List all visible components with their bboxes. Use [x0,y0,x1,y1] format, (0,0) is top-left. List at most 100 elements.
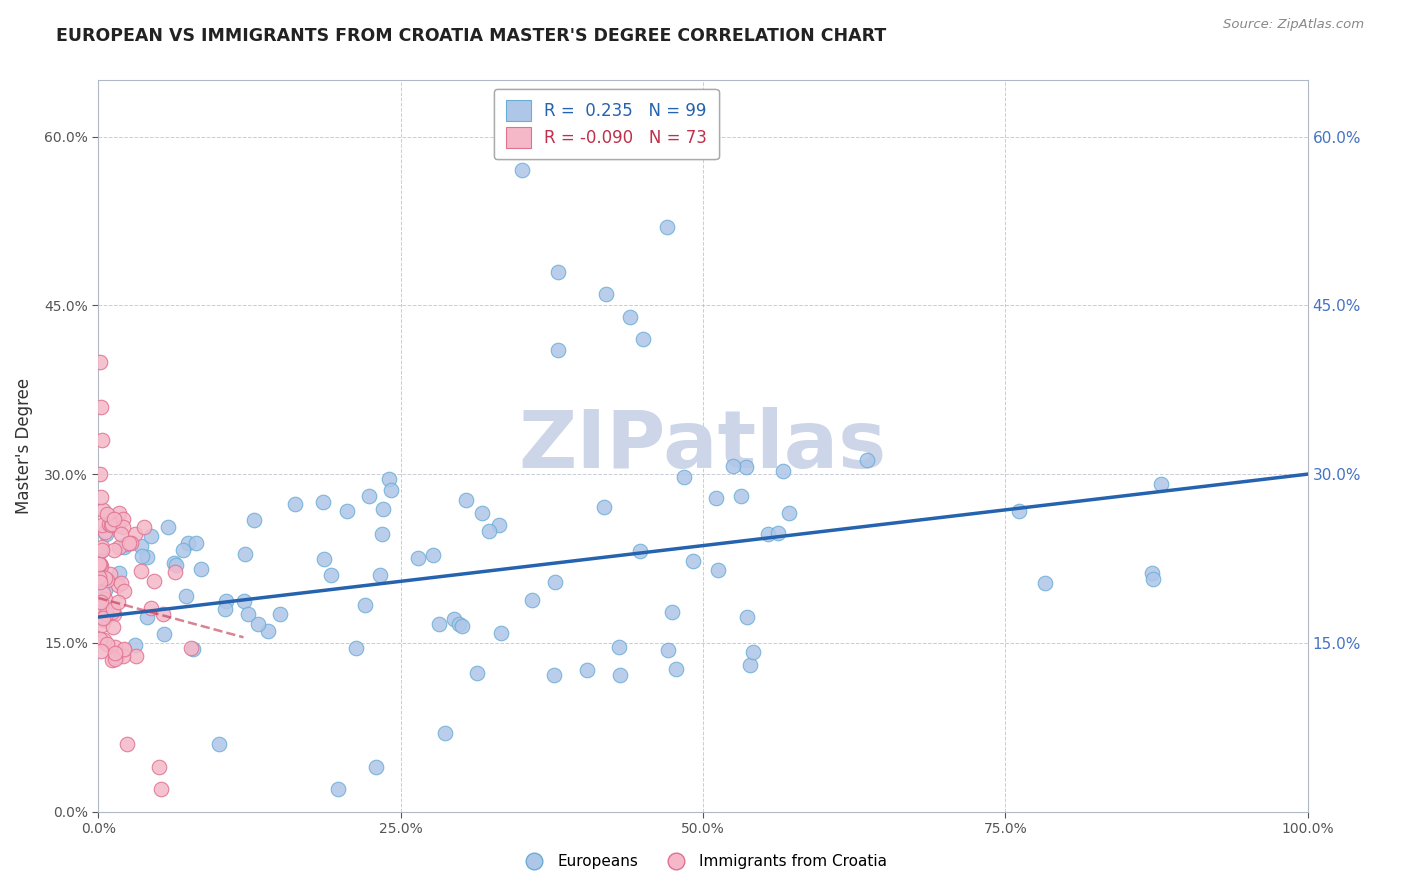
Point [235,547,257,561]
Point [112,642,135,657]
Point [478,524,501,539]
Point [103,543,125,558]
Point [489,626,512,640]
Point [165,558,187,573]
Point [631,332,654,346]
Point [94,609,117,624]
Point [112,520,135,534]
Point [543,667,565,681]
Point [105,650,128,665]
Point [93,613,115,627]
Point [366,760,388,774]
Point [90,400,112,414]
Point [443,612,465,626]
Point [510,163,533,178]
Point [236,607,259,621]
Point [312,495,335,509]
Point [575,663,598,677]
Point [609,668,631,682]
Point [427,616,450,631]
Point [104,640,127,655]
Point [94,599,117,613]
Legend: R =  0.235   N = 99, R = -0.090   N = 73: R = 0.235 N = 99, R = -0.090 N = 73 [494,88,718,160]
Point [741,645,763,659]
Point [595,287,617,301]
Point [735,459,758,474]
Point [778,506,800,520]
Point [488,517,510,532]
Point [110,526,132,541]
Point [180,640,202,655]
Point [101,602,124,616]
Point [96,607,118,621]
Point [94,582,117,597]
Point [89,570,111,584]
Point [706,563,728,577]
Point [89,632,111,647]
Point [335,504,357,518]
Point [738,658,761,673]
Point [450,619,472,633]
Point [94,524,117,539]
Point [465,665,488,680]
Point [94,527,117,541]
Point [406,551,429,566]
Point [87,557,110,571]
Point [269,607,291,622]
Point [110,576,132,591]
Point [328,782,350,797]
Point [101,605,124,619]
Point [547,264,569,278]
Legend: Europeans, Immigrants from Croatia: Europeans, Immigrants from Croatia [513,848,893,875]
Point [723,458,745,473]
Point [104,651,127,665]
Point [371,501,394,516]
Point [665,662,688,676]
Text: Source: ZipAtlas.com: Source: ZipAtlas.com [1223,18,1364,31]
Point [157,520,180,534]
Point [94,571,117,585]
Point [547,343,569,358]
Point [471,506,494,520]
Point [184,535,207,549]
Point [593,500,616,515]
Point [107,517,129,532]
Point [94,592,117,607]
Point [112,512,135,526]
Point [177,536,200,550]
Point [756,526,779,541]
Point [90,644,112,658]
Point [735,610,758,624]
Point [100,653,122,667]
Point [1033,576,1056,591]
Point [232,593,254,607]
Point [150,782,173,797]
Point [108,566,131,581]
Point [103,512,125,526]
Point [359,489,381,503]
Point [682,554,704,568]
Point [90,599,112,614]
Point [148,760,170,774]
Point [108,506,131,520]
Point [129,539,152,553]
Point [89,467,111,482]
Point [247,617,270,632]
Point [91,611,114,625]
Point [90,617,112,632]
Point [1140,566,1163,580]
Point [112,648,135,663]
Point [142,574,165,589]
Point [243,513,266,527]
Point [672,470,695,484]
Point [112,583,135,598]
Point [107,594,129,608]
Point [214,601,236,615]
Point [132,520,155,534]
Point [103,607,125,621]
Point [657,642,679,657]
Point [655,219,678,234]
Point [96,573,118,587]
Point [284,498,307,512]
Point [112,641,135,656]
